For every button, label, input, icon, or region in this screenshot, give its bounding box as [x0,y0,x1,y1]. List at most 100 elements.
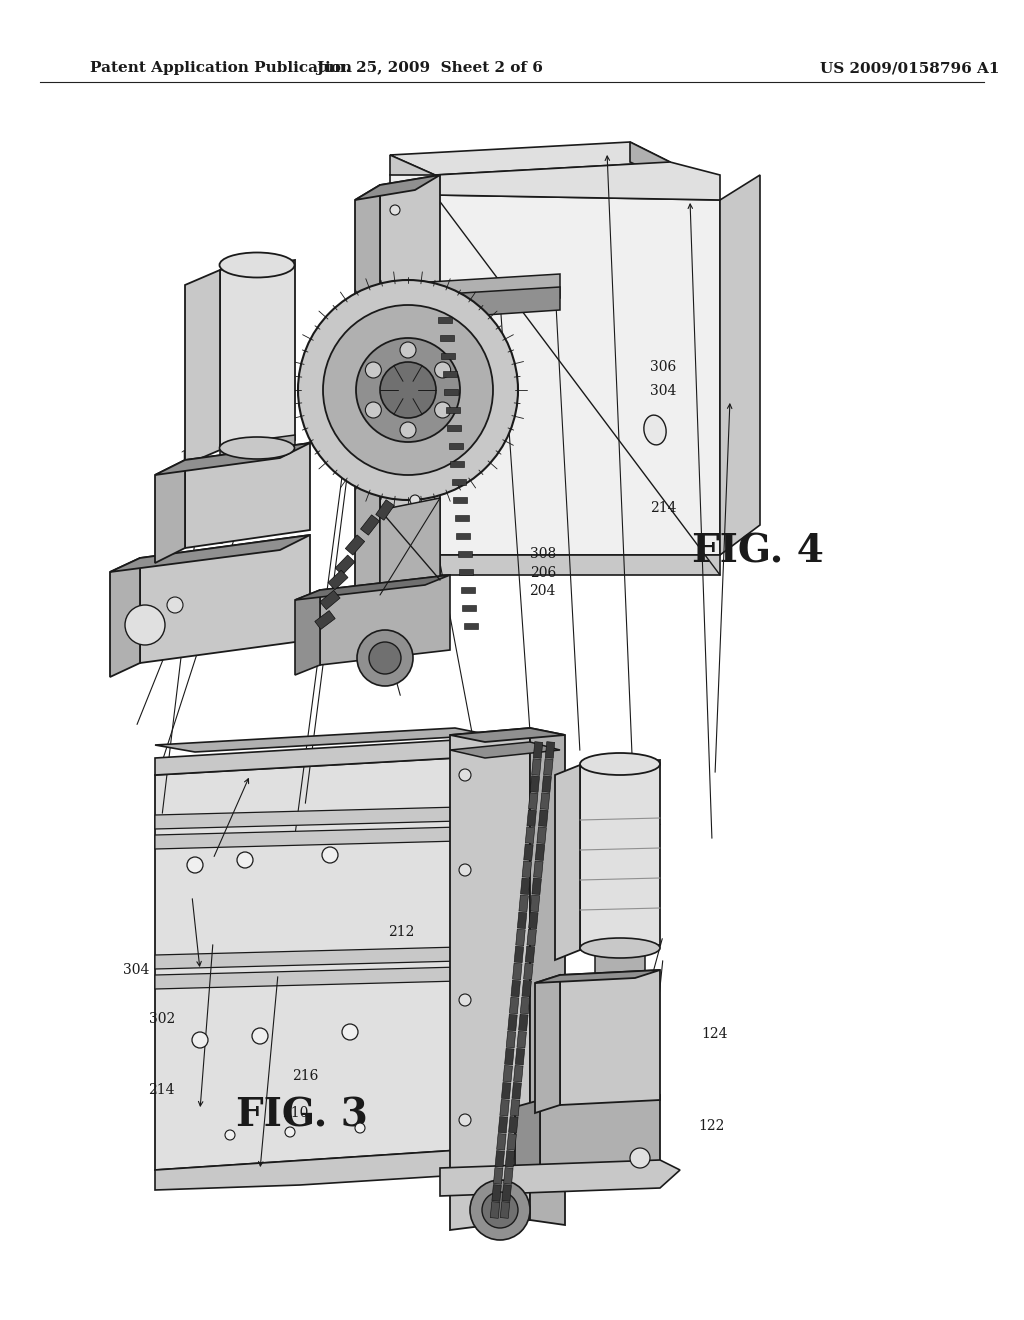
Polygon shape [542,776,551,792]
Polygon shape [500,1100,509,1117]
Polygon shape [462,605,476,611]
Polygon shape [450,742,560,758]
Polygon shape [512,1082,521,1100]
Polygon shape [520,878,530,895]
Circle shape [410,495,420,506]
Polygon shape [450,461,464,467]
Polygon shape [541,793,550,809]
Circle shape [482,1192,518,1228]
Polygon shape [319,576,450,665]
Circle shape [434,403,451,418]
Polygon shape [376,500,394,520]
Polygon shape [511,981,520,997]
Text: 210: 210 [265,329,292,342]
Polygon shape [390,154,435,195]
Polygon shape [295,590,319,675]
Polygon shape [537,826,547,843]
Polygon shape [435,162,720,201]
Circle shape [366,362,381,378]
Text: FIG. 4: FIG. 4 [692,533,823,570]
Text: 308: 308 [529,548,556,561]
Polygon shape [522,861,531,878]
Polygon shape [501,1201,510,1218]
Polygon shape [531,878,542,895]
Circle shape [459,1114,471,1126]
Polygon shape [560,970,660,1105]
Polygon shape [531,759,541,775]
Polygon shape [630,143,670,180]
Text: 212: 212 [388,925,415,939]
Circle shape [252,1028,268,1044]
Text: 204: 204 [566,999,593,1012]
Text: 214: 214 [148,1084,175,1097]
Text: Patent Application Publication: Patent Application Publication [90,61,352,75]
Polygon shape [580,760,660,950]
Polygon shape [390,143,670,176]
Polygon shape [497,1134,506,1150]
Polygon shape [513,964,522,979]
Polygon shape [509,997,519,1014]
Polygon shape [555,766,580,960]
Polygon shape [314,611,335,630]
Circle shape [356,338,460,442]
Polygon shape [490,1201,500,1218]
Polygon shape [453,498,467,503]
Polygon shape [447,425,461,432]
Polygon shape [295,576,450,601]
Polygon shape [345,535,365,556]
Polygon shape [155,946,460,969]
Polygon shape [461,587,474,593]
Circle shape [322,847,338,863]
Polygon shape [438,317,452,323]
Circle shape [459,770,471,781]
Text: 216: 216 [292,1069,318,1082]
Polygon shape [595,942,645,978]
Polygon shape [360,515,380,535]
Circle shape [390,595,400,605]
Polygon shape [504,1168,513,1184]
Polygon shape [534,861,543,878]
Circle shape [167,597,183,612]
Polygon shape [528,912,538,929]
Polygon shape [440,1160,680,1196]
Circle shape [342,1024,358,1040]
Polygon shape [355,185,380,660]
Polygon shape [456,533,470,539]
Polygon shape [502,1184,511,1201]
Text: 125: 125 [200,533,226,546]
Circle shape [237,851,253,869]
Polygon shape [155,758,460,1170]
Polygon shape [530,895,540,912]
Polygon shape [155,444,310,475]
Polygon shape [516,929,525,945]
Text: 122: 122 [179,450,206,463]
Polygon shape [495,1151,505,1167]
Polygon shape [380,286,560,322]
Polygon shape [110,558,140,677]
Text: 124: 124 [200,366,226,379]
Polygon shape [518,1014,528,1031]
Text: 125: 125 [624,1172,650,1185]
Polygon shape [534,742,543,758]
Circle shape [470,1180,530,1239]
Text: 310: 310 [446,413,473,426]
Polygon shape [442,371,457,378]
Polygon shape [720,176,760,554]
Polygon shape [319,590,340,610]
Text: 204: 204 [529,585,556,598]
Polygon shape [508,1014,517,1031]
Polygon shape [155,968,460,989]
Ellipse shape [580,752,660,775]
Polygon shape [449,444,463,449]
Polygon shape [506,1031,516,1048]
Circle shape [193,1032,208,1048]
Text: US 2009/0158796 A1: US 2009/0158796 A1 [820,61,999,75]
Polygon shape [492,1184,502,1201]
Text: 306: 306 [650,360,677,374]
Polygon shape [450,729,565,742]
Circle shape [355,1123,365,1133]
Polygon shape [539,809,548,826]
Circle shape [390,205,400,215]
Circle shape [459,865,471,876]
Polygon shape [502,1082,511,1100]
